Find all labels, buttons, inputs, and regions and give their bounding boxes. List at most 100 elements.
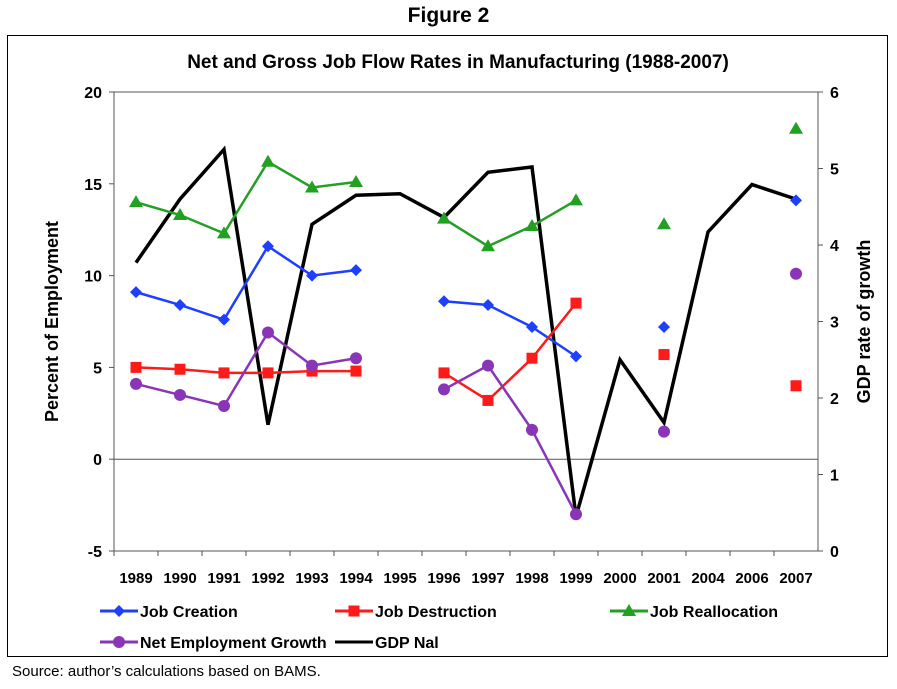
x-tick-label: 1993	[295, 570, 328, 587]
y2-axis-label: GDP rate of growth	[854, 240, 874, 404]
y2-tick-label: 4	[830, 238, 839, 255]
x-tick-label: 1997	[471, 570, 504, 587]
data-point-job-reallocation	[349, 174, 363, 187]
data-point-net-employment-growth	[526, 423, 538, 436]
data-point-job-reallocation	[657, 217, 671, 230]
x-tick-label: 2001	[647, 570, 680, 587]
x-tick-label: 1995	[383, 570, 416, 587]
legend-item-gdp-nal: GDP Nal	[335, 635, 439, 652]
x-tick-label: 1998	[515, 570, 548, 587]
data-point-job-creation	[790, 194, 802, 207]
y2-tick-label: 3	[830, 315, 839, 332]
series-line-job-creation	[135, 244, 357, 322]
data-point-net-employment-growth	[570, 508, 582, 521]
x-tick-label: 1992	[251, 570, 284, 587]
data-point-job-destruction	[482, 394, 494, 406]
legend-label: GDP Nal	[375, 635, 439, 652]
x-tick-label: 2000	[603, 570, 636, 587]
data-point-job-reallocation	[217, 226, 231, 239]
x-tick-label: 2006	[735, 570, 768, 587]
legend-item-job-destruction: Job Destruction	[335, 604, 497, 621]
data-point-job-destruction	[350, 365, 362, 377]
data-point-job-reallocation	[173, 208, 187, 221]
series-line-job-destruction	[443, 302, 577, 403]
series-line-job-reallocation	[443, 199, 577, 248]
data-point-net-employment-growth	[790, 267, 802, 280]
y2-tick-label: 5	[830, 162, 839, 179]
legend-label: Job Reallocation	[650, 604, 778, 621]
y-axis-label: Percent of Employment	[42, 221, 62, 422]
data-point-job-destruction	[218, 367, 230, 379]
series-line-job-creation	[443, 300, 577, 358]
data-point-job-creation	[438, 295, 450, 308]
y-tick-label: 0	[93, 452, 102, 469]
series-line-net-employment-growth	[135, 330, 357, 408]
series-line-job-reallocation	[135, 160, 357, 235]
series-job-destruction	[130, 297, 802, 406]
series-line-gdp-nal	[134, 145, 797, 518]
data-point-job-reallocation	[481, 239, 495, 252]
series-job-reallocation	[129, 121, 803, 252]
legend-swatch-marker	[348, 605, 360, 617]
data-point-job-destruction	[438, 367, 450, 379]
data-point-job-destruction	[262, 367, 274, 379]
data-point-job-creation	[130, 286, 142, 299]
series-gdp-nal	[134, 145, 797, 518]
data-point-net-employment-growth	[482, 359, 494, 372]
series-layer	[129, 121, 803, 521]
data-point-job-reallocation	[569, 193, 583, 206]
data-point-net-employment-growth	[438, 383, 450, 396]
legend-swatch-marker	[622, 604, 636, 616]
data-point-job-creation	[174, 298, 186, 311]
y2-tick-label: 2	[830, 391, 839, 408]
series-line-job-destruction	[135, 366, 356, 375]
data-point-job-destruction	[790, 380, 802, 392]
legend-swatch-marker	[113, 605, 125, 617]
legend-item-net-employment-growth: Net Employment Growth	[100, 635, 327, 652]
data-point-net-employment-growth	[350, 352, 362, 365]
data-point-job-creation	[526, 321, 538, 334]
data-point-job-destruction	[130, 361, 142, 373]
y-tick-label: 10	[84, 269, 102, 286]
x-tick-label: 1991	[207, 570, 240, 587]
legend-item-job-creation: Job Creation	[100, 604, 238, 621]
y-tick-label: -5	[88, 544, 102, 561]
x-tick-label: 1996	[427, 570, 460, 587]
data-point-net-employment-growth	[658, 425, 670, 438]
x-tick-label: 1989	[119, 570, 152, 587]
plot-area	[113, 91, 819, 552]
data-point-job-creation	[350, 264, 362, 277]
data-point-job-creation	[570, 350, 582, 363]
data-point-job-reallocation	[525, 219, 539, 232]
y2-tick-label: 1	[830, 468, 839, 485]
data-point-net-employment-growth	[306, 359, 318, 372]
data-point-job-reallocation	[261, 154, 275, 167]
legend-label: Net Employment Growth	[140, 635, 327, 652]
data-point-job-reallocation	[305, 180, 319, 193]
y-tick-label: 5	[93, 360, 102, 377]
data-point-job-destruction	[570, 297, 582, 309]
data-point-net-employment-growth	[174, 388, 186, 401]
source-note: Source: author’s calculations based on B…	[12, 663, 321, 680]
y2-tick-label: 0	[830, 544, 839, 561]
data-point-job-reallocation	[129, 195, 143, 208]
y-tick-label: 20	[84, 85, 102, 102]
data-point-job-creation	[658, 321, 670, 334]
data-point-job-creation	[482, 298, 494, 311]
data-point-net-employment-growth	[130, 377, 142, 390]
data-point-job-creation	[218, 313, 230, 326]
data-point-net-employment-growth	[262, 326, 274, 339]
data-point-net-employment-growth	[218, 399, 230, 412]
y-tick-label: 15	[84, 177, 102, 194]
data-point-job-creation	[262, 240, 274, 253]
data-point-job-reallocation	[437, 211, 451, 224]
data-point-job-destruction	[526, 352, 538, 364]
x-tick-label: 2007	[779, 570, 812, 587]
data-point-job-destruction	[658, 349, 670, 361]
legend-swatch-marker	[113, 636, 125, 648]
data-point-job-destruction	[174, 363, 186, 375]
legend-label: Job Creation	[140, 604, 238, 621]
chart-frame	[7, 35, 888, 657]
